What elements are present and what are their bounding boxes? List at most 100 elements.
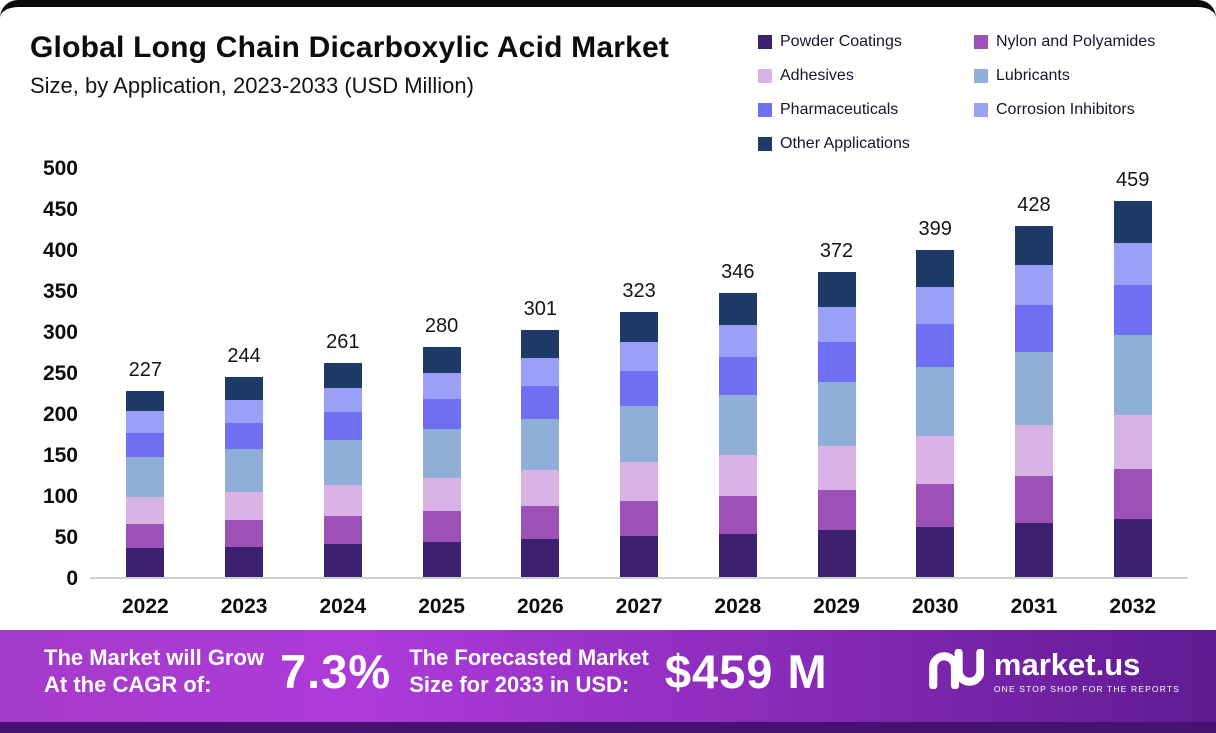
bar-segment bbox=[126, 548, 165, 577]
y-axis-tick: 500 bbox=[42, 157, 78, 180]
x-axis-label: 2026 bbox=[516, 595, 564, 618]
stacked-bar-2028 bbox=[718, 293, 757, 577]
y-axis-tick: 350 bbox=[42, 280, 78, 303]
bar-segment bbox=[521, 385, 560, 419]
bar-column-2023: 244 bbox=[195, 169, 294, 577]
bar-segment bbox=[1113, 518, 1152, 577]
legend-item: Adhesives bbox=[758, 67, 970, 85]
legend-item: Corrosion Inhibitors bbox=[974, 101, 1186, 119]
marketus-logo-icon bbox=[926, 648, 985, 694]
bar-segment bbox=[225, 376, 264, 400]
bar-segment bbox=[718, 394, 757, 455]
stacked-bar-2025 bbox=[422, 347, 461, 577]
brand-text: market.us ONE STOP SHOP FOR THE REPORTS bbox=[994, 649, 1180, 694]
bar-segment bbox=[422, 429, 461, 478]
cagr-value: 7.3% bbox=[280, 644, 392, 698]
bar-segment bbox=[126, 496, 165, 524]
bar-total-label: 244 bbox=[227, 344, 261, 367]
legend-swatch-icon bbox=[758, 69, 772, 83]
bar-segment bbox=[521, 470, 560, 507]
y-axis-tick: 200 bbox=[42, 403, 78, 426]
legend-swatch-icon bbox=[974, 103, 988, 117]
bar-segment bbox=[422, 477, 461, 512]
bar-segment bbox=[126, 457, 165, 497]
legend-label: Corrosion Inhibitors bbox=[996, 101, 1135, 118]
y-axis: 0 50 100 150 200 250 300 350 400 450 500 bbox=[28, 157, 90, 590]
bar-segment bbox=[126, 523, 165, 549]
stacked-bar-chart: 0 50 100 150 200 250 300 350 400 450 500 227 244 261… bbox=[28, 157, 1188, 619]
x-axis-label: 2023 bbox=[220, 595, 268, 618]
bar-segment bbox=[916, 435, 955, 484]
bar-segment bbox=[916, 323, 955, 368]
bar-segment bbox=[1014, 425, 1053, 477]
legend-label: Pharmaceuticals bbox=[780, 101, 899, 118]
legend-label: Other Applications bbox=[780, 135, 910, 152]
legend-label: Lubricants bbox=[996, 67, 1070, 84]
bar-segment bbox=[1014, 522, 1053, 577]
bar-total-label: 346 bbox=[721, 261, 755, 284]
bar-segment bbox=[620, 462, 659, 501]
bar-total-label: 399 bbox=[918, 217, 952, 240]
bar-segment bbox=[620, 341, 659, 372]
bar-segment bbox=[817, 490, 856, 531]
bar-segment bbox=[1113, 243, 1152, 286]
bar-segment bbox=[521, 418, 560, 471]
bar-segment bbox=[817, 530, 856, 577]
bar-segment bbox=[718, 495, 757, 534]
bar-segment bbox=[323, 387, 362, 413]
bar-total-label: 428 bbox=[1017, 194, 1051, 217]
bar-segment bbox=[1113, 468, 1152, 519]
page-subtitle: Size, by Application, 2023-2033 (USD Mil… bbox=[30, 73, 474, 98]
cagr-label-line2: At the CAGR of: bbox=[44, 672, 212, 697]
bar-segment bbox=[718, 293, 757, 326]
bar-segment bbox=[620, 536, 659, 577]
x-axis-label: 2030 bbox=[911, 595, 959, 618]
x-axis-label: 2027 bbox=[615, 595, 663, 618]
bar-segment bbox=[422, 372, 461, 400]
bar-segment bbox=[718, 325, 757, 358]
legend: Powder Coatings Nylon and Polyamides Adhes… bbox=[758, 27, 1188, 153]
bar-column-2029: 372 bbox=[787, 169, 886, 577]
y-axis-tick: 300 bbox=[42, 321, 78, 344]
bar-segment bbox=[718, 357, 757, 395]
bar-total-label: 301 bbox=[523, 298, 557, 321]
bar-column-2030: 399 bbox=[886, 169, 985, 577]
stacked-bar-2026 bbox=[521, 330, 560, 577]
legend-item: Other Applications bbox=[758, 135, 970, 153]
stacked-bar-2023 bbox=[225, 376, 264, 577]
legend-item: Powder Coatings bbox=[758, 33, 970, 51]
bar-total-label: 323 bbox=[622, 280, 656, 303]
forecast-value: $459 M bbox=[664, 644, 828, 698]
bar-segment bbox=[126, 390, 165, 412]
y-axis-tick: 0 bbox=[66, 567, 78, 590]
bar-segment bbox=[1014, 226, 1053, 266]
bar-segment bbox=[422, 347, 461, 373]
bar-segment bbox=[1014, 476, 1053, 523]
bar-segment bbox=[225, 449, 264, 492]
forecast-label-line1: The Forecasted Market bbox=[409, 644, 649, 670]
brand-tagline: ONE STOP SHOP FOR THE REPORTS bbox=[993, 683, 1180, 694]
bar-column-2027: 323 bbox=[590, 169, 689, 577]
bar-segment bbox=[521, 330, 560, 359]
forecast-label-line2: Size for 2033 in USD: bbox=[409, 672, 630, 697]
x-axis-label: 2032 bbox=[1109, 595, 1157, 618]
bar-segment bbox=[817, 445, 856, 491]
legend-swatch-icon bbox=[758, 103, 772, 117]
x-axis-label: 2029 bbox=[813, 595, 860, 618]
stacked-bar-2027 bbox=[620, 312, 659, 577]
bar-segment bbox=[718, 533, 757, 577]
bar-segment bbox=[323, 516, 362, 545]
bar-segment bbox=[323, 440, 362, 486]
stacked-bar-2024 bbox=[323, 363, 362, 577]
footer-banner: The Market will Grow At the CAGR of: 7.3… bbox=[0, 630, 1216, 733]
bar-segment bbox=[718, 454, 757, 496]
bar-segment bbox=[126, 411, 165, 433]
plot-wrap: 227 244 261 280 301 323 346 372 399 428 459 2022 20… bbox=[90, 169, 1188, 619]
bar-segment bbox=[817, 341, 856, 382]
y-axis-tick: 150 bbox=[42, 444, 78, 467]
stacked-bar-2031 bbox=[1014, 226, 1053, 577]
x-axis-label: 2031 bbox=[1010, 595, 1058, 618]
x-axis: 2022 2023 2024 2025 2026 2027 2028 2029 2030 2031… bbox=[90, 595, 1188, 619]
bar-segment bbox=[916, 286, 955, 324]
